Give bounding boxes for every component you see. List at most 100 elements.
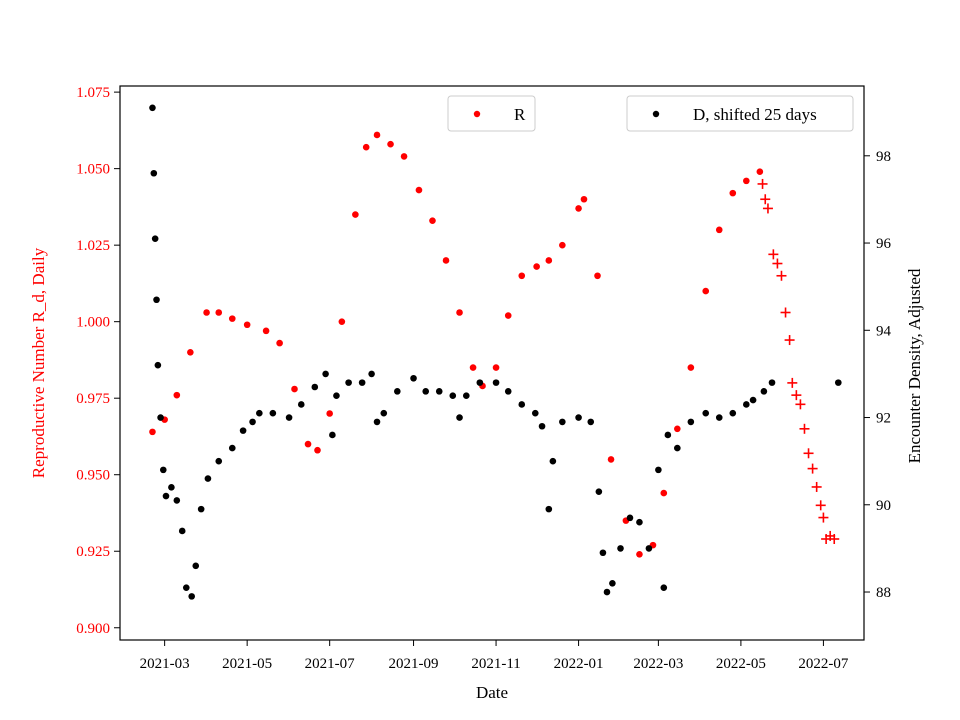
d-point bbox=[154, 361, 162, 369]
d-point bbox=[743, 401, 750, 408]
x-tick-label: 2022-01 bbox=[554, 656, 604, 672]
d-point bbox=[297, 401, 305, 408]
r-plus-point bbox=[757, 178, 768, 189]
r-plus-point bbox=[791, 390, 802, 401]
r-point bbox=[262, 327, 270, 335]
d-point bbox=[636, 518, 643, 526]
r-point bbox=[387, 140, 394, 148]
d-point bbox=[153, 296, 160, 304]
d-point bbox=[549, 457, 557, 465]
d-point bbox=[182, 584, 190, 591]
r-point bbox=[545, 257, 553, 264]
d-point bbox=[239, 427, 247, 434]
d-point bbox=[834, 379, 842, 386]
x-tick-label: 2022-03 bbox=[633, 656, 683, 672]
y-left-tick-label: 1.000 bbox=[76, 315, 110, 331]
r-point bbox=[756, 168, 764, 176]
y-right-tick-label: 98 bbox=[876, 149, 891, 165]
r-point bbox=[373, 131, 381, 139]
r-plus-point bbox=[787, 377, 798, 388]
r-point bbox=[636, 550, 643, 558]
d-point bbox=[358, 379, 366, 386]
d-point bbox=[729, 409, 737, 417]
d-point bbox=[449, 392, 457, 400]
d-point bbox=[617, 545, 624, 552]
r-point bbox=[729, 189, 737, 197]
r-point bbox=[580, 195, 588, 203]
r-point bbox=[702, 287, 710, 295]
r-plus-point bbox=[807, 463, 818, 474]
y-axis-right: 88 90 92 94 96 98 bbox=[864, 149, 892, 601]
r-plus-point bbox=[762, 203, 773, 214]
r-point bbox=[469, 364, 477, 371]
legend-r-marker bbox=[473, 110, 481, 118]
r-point bbox=[429, 217, 436, 224]
r-point bbox=[173, 391, 181, 399]
d-point bbox=[162, 492, 170, 500]
r-point bbox=[533, 263, 540, 270]
d-point bbox=[422, 388, 430, 395]
r-point bbox=[215, 309, 223, 316]
d-point bbox=[345, 379, 352, 386]
y-right-tick-label: 88 bbox=[876, 585, 891, 601]
d-point bbox=[373, 418, 381, 426]
r-point bbox=[400, 153, 408, 160]
d-point bbox=[545, 505, 553, 513]
r-point bbox=[660, 489, 668, 497]
r-point bbox=[362, 143, 370, 151]
d-point bbox=[151, 235, 159, 242]
y-right-tick-label: 92 bbox=[876, 411, 891, 427]
d-point bbox=[559, 418, 566, 426]
d-point bbox=[311, 383, 319, 391]
d-point bbox=[575, 414, 582, 421]
r-plus-point bbox=[776, 270, 787, 281]
d-point bbox=[204, 475, 212, 482]
r-point bbox=[291, 385, 298, 393]
d-point bbox=[715, 414, 723, 421]
d-point bbox=[476, 379, 484, 386]
y-axis-right-label: Encounter Density, Adjusted bbox=[905, 268, 924, 463]
r-point bbox=[504, 312, 512, 319]
d-point bbox=[197, 505, 205, 513]
r-point bbox=[304, 440, 312, 448]
r-plus-point bbox=[772, 258, 783, 269]
r-point bbox=[492, 364, 500, 371]
d-point bbox=[768, 379, 776, 386]
r-point bbox=[743, 177, 750, 185]
d-point bbox=[702, 409, 710, 417]
d-point bbox=[322, 370, 329, 378]
d-point bbox=[760, 388, 768, 395]
d-point bbox=[587, 418, 595, 426]
d-point bbox=[178, 527, 186, 535]
r-plus-point bbox=[760, 194, 771, 205]
d-point bbox=[664, 431, 672, 439]
r-point bbox=[149, 428, 156, 436]
x-tick-label: 2021-05 bbox=[222, 656, 272, 672]
x-tick-label: 2022-07 bbox=[798, 656, 848, 672]
r-point bbox=[518, 272, 526, 280]
legend-d: D, shifted 25 days bbox=[626, 95, 854, 132]
r-plus-point bbox=[803, 448, 814, 459]
r-point bbox=[276, 339, 283, 347]
legend-r: R bbox=[447, 95, 536, 132]
x-tick-label: 2021-11 bbox=[471, 656, 520, 672]
legend-r-frame bbox=[447, 95, 536, 132]
r-plus-point bbox=[795, 399, 806, 410]
y-left-tick-label: 0.950 bbox=[76, 468, 110, 484]
r-point bbox=[314, 446, 321, 454]
r-point bbox=[607, 456, 615, 463]
d-point bbox=[285, 414, 293, 421]
d-point bbox=[456, 414, 463, 421]
d-point bbox=[531, 409, 539, 417]
d-point bbox=[228, 444, 236, 452]
d-point bbox=[538, 422, 546, 430]
d-point bbox=[626, 514, 634, 522]
d-point bbox=[368, 370, 375, 378]
r-point bbox=[326, 410, 333, 417]
r-plus-point bbox=[780, 307, 791, 318]
x-axis-label: Date bbox=[476, 683, 508, 702]
r-series-group bbox=[149, 131, 840, 558]
y-right-tick-label: 96 bbox=[876, 236, 892, 252]
y-left-tick-label: 1.050 bbox=[76, 162, 110, 178]
